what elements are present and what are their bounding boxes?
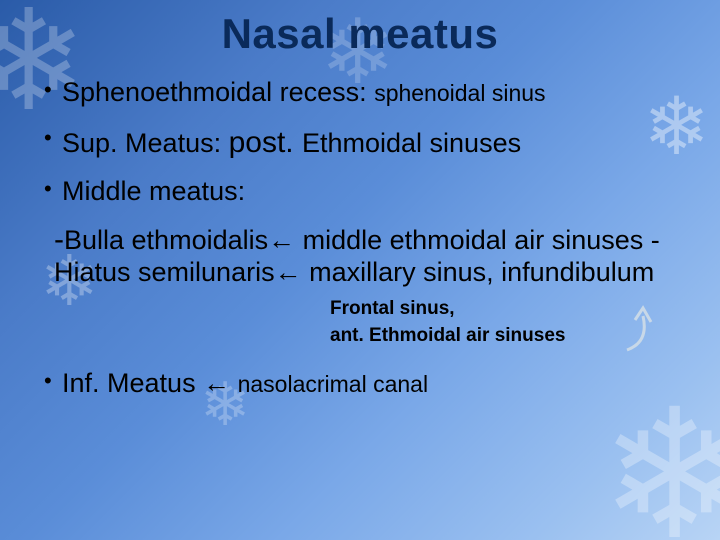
slide-content: Nasal meatus Sphenoethmoidal recess: sph… xyxy=(0,0,720,401)
bullet-item-2: Sup. Meatus: post. Ethmoidal sinuses xyxy=(44,124,690,162)
item4-a: Inf. Meatus ← xyxy=(62,368,238,398)
curved-arrow-icon xyxy=(615,302,655,352)
item1-main: Sphenoethmoidal recess: xyxy=(62,77,374,107)
bullet-list: Sphenoethmoidal recess: sphenoidal sinus… xyxy=(30,76,690,209)
bullet-item-3: Middle meatus: xyxy=(44,175,690,209)
item1-sub: sphenoidal sinus xyxy=(374,80,545,106)
slide-title: Nasal meatus xyxy=(30,10,690,58)
sub-dash: - xyxy=(54,223,64,256)
sub-block: -Bulla ethmoidalis← middle ethmoidal air… xyxy=(30,223,690,288)
indented-block: Frontal sinus, ant. Ethmoidal air sinuse… xyxy=(30,296,690,349)
item2-a: Sup. Meatus: xyxy=(62,128,229,158)
item4-b: nasolacrimal canal xyxy=(238,371,428,397)
item2-c: Ethmoidal sinuses xyxy=(302,128,521,158)
item2-b: post. xyxy=(229,126,302,159)
item3: Middle meatus: xyxy=(62,176,245,206)
bullet-list-2: Inf. Meatus ← nasolacrimal canal xyxy=(30,367,690,401)
bullet-item-4: Inf. Meatus ← nasolacrimal canal xyxy=(44,367,690,401)
bullet-item-1: Sphenoethmoidal recess: sphenoidal sinus xyxy=(44,76,690,110)
sub-text: Bulla ethmoidalis← middle ethmoidal air … xyxy=(54,225,660,287)
